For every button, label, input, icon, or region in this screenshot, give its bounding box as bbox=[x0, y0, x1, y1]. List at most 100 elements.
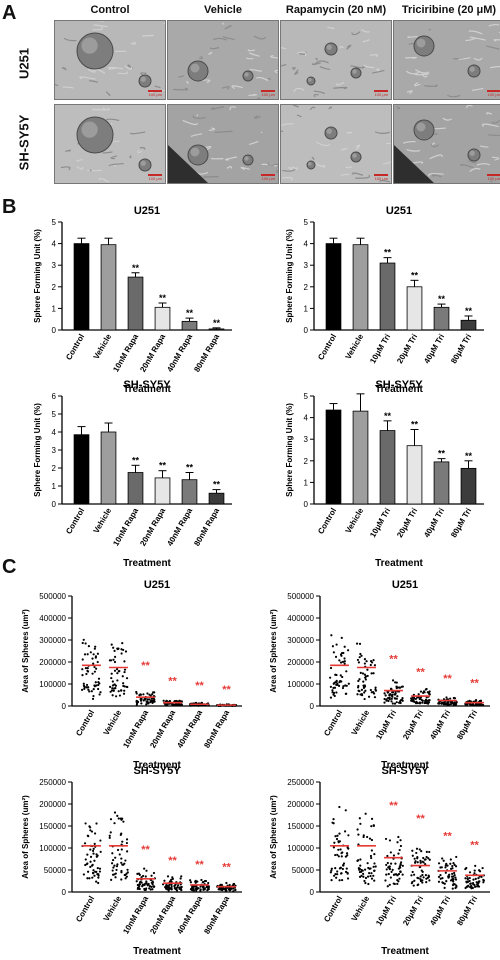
scatter-point bbox=[454, 865, 458, 868]
scatter-point bbox=[144, 698, 147, 701]
scatter-point bbox=[116, 668, 119, 671]
scale-bar-label: 100 μm bbox=[487, 92, 500, 97]
scatter-group bbox=[108, 642, 129, 698]
x-tick-label: 80nM Rapa bbox=[202, 894, 231, 936]
scatter-point bbox=[194, 880, 197, 883]
scatter-point bbox=[367, 695, 371, 698]
scatter-point bbox=[417, 883, 420, 886]
x-axis-label: Treatment bbox=[133, 760, 181, 771]
micrograph-shsy5y-1: 100 μm bbox=[167, 104, 279, 184]
scatter-point bbox=[441, 881, 444, 884]
x-tick-label: 10μM Tri bbox=[368, 333, 392, 366]
x-tick-label: 10μM Tri bbox=[374, 895, 398, 928]
scatter-point bbox=[334, 655, 338, 658]
scatter-point bbox=[145, 880, 148, 883]
scatter-point bbox=[391, 679, 395, 682]
scatter-point bbox=[95, 667, 98, 670]
scatter-point bbox=[339, 848, 342, 851]
scatter-point bbox=[413, 879, 416, 882]
scatter-point bbox=[439, 874, 442, 877]
scale-bar bbox=[374, 174, 388, 176]
scatter-point bbox=[384, 694, 387, 697]
scatter-point bbox=[454, 878, 458, 881]
scatter-point bbox=[383, 697, 386, 701]
scatter-point bbox=[224, 889, 227, 892]
scatter-point bbox=[417, 693, 420, 696]
scatter-point bbox=[234, 888, 237, 891]
scatter-point bbox=[97, 881, 100, 885]
x-tick-label: 20μM Tri bbox=[401, 709, 425, 742]
scatter-point bbox=[387, 872, 390, 876]
scatter-point bbox=[92, 694, 95, 698]
scatter-point bbox=[120, 871, 123, 874]
significance-label: ** bbox=[186, 463, 194, 473]
scatter-point bbox=[391, 695, 394, 698]
scatter-point bbox=[421, 881, 424, 884]
scatter-point bbox=[330, 867, 333, 870]
scatter-point bbox=[92, 688, 95, 691]
scatter-point bbox=[342, 862, 346, 865]
y-tick-label: 100000 bbox=[39, 680, 66, 689]
scatter-point bbox=[468, 879, 471, 883]
scatter-point bbox=[383, 701, 386, 704]
scatter-point bbox=[115, 865, 119, 868]
scatter-point bbox=[343, 657, 346, 660]
chart-title: SH-SY5Y bbox=[375, 379, 423, 391]
scatter-point bbox=[428, 692, 431, 696]
y-axis-label: Sphere Forming Unit (%) bbox=[285, 403, 294, 497]
scatter-point bbox=[231, 887, 235, 890]
chart-6: U251 0 100000 200000 300000 400000 500000 Area … bbox=[269, 579, 490, 771]
scatter-point bbox=[471, 881, 475, 885]
scatter-point bbox=[366, 862, 369, 865]
scatter-point bbox=[338, 805, 341, 809]
scatter-point bbox=[83, 842, 87, 845]
scatter-point bbox=[473, 869, 476, 872]
scatter-point bbox=[437, 702, 441, 705]
scatter-point bbox=[337, 855, 340, 858]
scatter-point bbox=[451, 872, 454, 875]
significance-label: ** bbox=[416, 813, 425, 825]
micrograph-shsy5y-3: 100 μm bbox=[393, 104, 500, 184]
scatter-point bbox=[86, 853, 89, 856]
scale-bar bbox=[148, 174, 162, 176]
scatter-point bbox=[331, 691, 334, 694]
scatter-point bbox=[424, 874, 428, 877]
scatter-point bbox=[125, 841, 128, 845]
scatter-point bbox=[360, 868, 363, 872]
scatter-point bbox=[111, 858, 115, 862]
scatter-point bbox=[387, 699, 390, 703]
scatter-point bbox=[121, 642, 124, 645]
scatter-point bbox=[121, 817, 124, 820]
scatter-point bbox=[426, 691, 429, 694]
significance-label: ** bbox=[195, 859, 204, 871]
scatter-point bbox=[122, 692, 126, 695]
scatter-point bbox=[113, 864, 116, 867]
scatter-point bbox=[364, 678, 367, 681]
scatter-point bbox=[356, 658, 360, 662]
x-tick-label: 80μM Tri bbox=[449, 333, 473, 366]
scatter-point bbox=[89, 865, 92, 868]
row-header-shsy5y: SH-SY5Y bbox=[16, 114, 32, 171]
scatter-point bbox=[372, 824, 375, 828]
y-axis-label: Area of Spheres (um²) bbox=[269, 609, 278, 693]
scatter-point bbox=[474, 704, 477, 707]
x-tick-label: Control bbox=[64, 333, 86, 362]
bar bbox=[127, 472, 144, 505]
scatter-point bbox=[383, 692, 386, 695]
scatter-point bbox=[86, 877, 89, 880]
scatter-point bbox=[388, 698, 391, 701]
scatter-point bbox=[469, 882, 472, 885]
scatter-point bbox=[92, 852, 95, 855]
scatter-point bbox=[446, 864, 449, 867]
scatter-point bbox=[170, 887, 173, 890]
scatter-point bbox=[138, 881, 142, 884]
scatter-point bbox=[139, 698, 143, 701]
y-tick-label: 250000 bbox=[39, 778, 66, 787]
scatter-point bbox=[93, 832, 97, 835]
y-tick-label: 2 bbox=[52, 283, 57, 292]
scatter-point bbox=[384, 879, 387, 882]
scatter-point bbox=[481, 703, 485, 707]
scatter-point bbox=[359, 671, 362, 674]
bar bbox=[127, 276, 144, 331]
bar bbox=[100, 244, 117, 331]
